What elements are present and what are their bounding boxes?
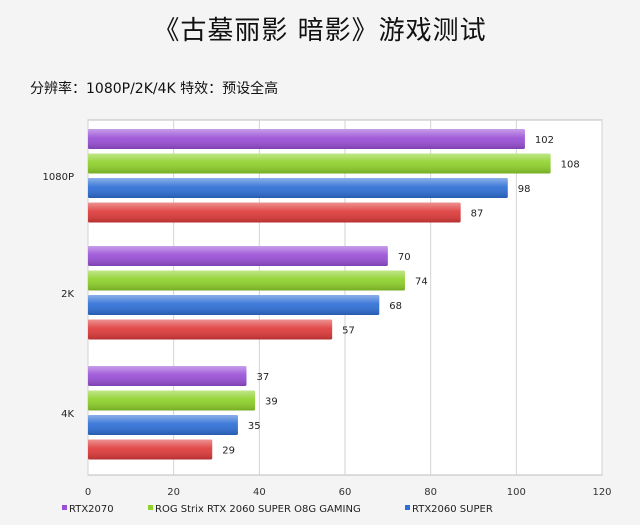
legend-label: ROG Strix RTX 2060 SUPER O8G GAMING (155, 504, 361, 515)
x-tick-label: 100 (507, 487, 526, 498)
bar-shine (88, 178, 508, 198)
legend-item: ROG Strix RTX 2060 SUPER O8G GAMING (148, 504, 361, 515)
legend-label: RTX2060 SUPER (412, 504, 493, 515)
data-label: 108 (561, 160, 580, 171)
x-axis-ticks: 0 20 40 60 80 100 120 (85, 487, 612, 498)
data-label: 29 (222, 446, 235, 457)
bar (88, 153, 551, 174)
legend-item: RTX2060 SUPER (405, 504, 493, 515)
data-label: 70 (398, 252, 411, 263)
category-label: 4K (61, 409, 74, 420)
bar (88, 129, 525, 149)
x-tick-label: 20 (167, 487, 180, 498)
legend-swatch (405, 505, 410, 510)
y-axis-categories: 1080P 2K 4K (43, 172, 75, 420)
x-tick-label: 60 (339, 487, 352, 498)
bar-shine (88, 295, 380, 315)
bar-shine (88, 439, 213, 460)
data-label: 37 (256, 372, 269, 383)
bar (88, 439, 213, 460)
legend-label: RTX2070 (69, 504, 114, 515)
x-tick-label: 120 (592, 487, 611, 498)
data-label: 68 (389, 301, 402, 312)
bar (88, 390, 256, 411)
x-tick-label: 0 (85, 487, 91, 498)
bars: 102 108 98 87 70 74 68 57 37 39 35 29 (88, 129, 580, 460)
chart-subtitle: 分辨率：1080P/2K/4K 特效：预设全高 (30, 81, 279, 97)
data-label: 98 (518, 184, 531, 195)
legend-swatch (62, 505, 67, 510)
bar (88, 366, 247, 386)
x-tick-label: 80 (424, 487, 437, 498)
bar-shine (88, 390, 256, 411)
bar (88, 415, 238, 435)
x-tick-label: 40 (253, 487, 266, 498)
bar-shine (88, 366, 247, 386)
category-label: 2K (61, 289, 74, 300)
bar-shine (88, 246, 388, 266)
data-label: 39 (265, 397, 278, 408)
bar-shine (88, 129, 525, 149)
bar (88, 178, 508, 198)
bar (88, 295, 380, 315)
data-label: 35 (248, 421, 261, 432)
bar-shine (88, 270, 405, 291)
bar (88, 270, 405, 291)
data-label: 74 (415, 277, 428, 288)
bar-shine (88, 153, 551, 174)
bar-shine (88, 415, 238, 435)
chart-title: 《古墓丽影 暗影》游戏测试 (153, 16, 487, 46)
bar-shine (88, 319, 333, 340)
data-label: 57 (342, 326, 355, 337)
legend-swatch (148, 505, 153, 510)
legend-item: RTX2070 (62, 504, 114, 515)
bar (88, 246, 388, 266)
bar (88, 319, 333, 340)
data-label: 102 (535, 135, 554, 146)
bar (88, 202, 461, 223)
legend: RTX2070 ROG Strix RTX 2060 SUPER O8G GAMI… (62, 504, 493, 515)
bar-shine (88, 202, 461, 223)
category-label: 1080P (43, 172, 74, 183)
data-label: 87 (471, 209, 484, 220)
